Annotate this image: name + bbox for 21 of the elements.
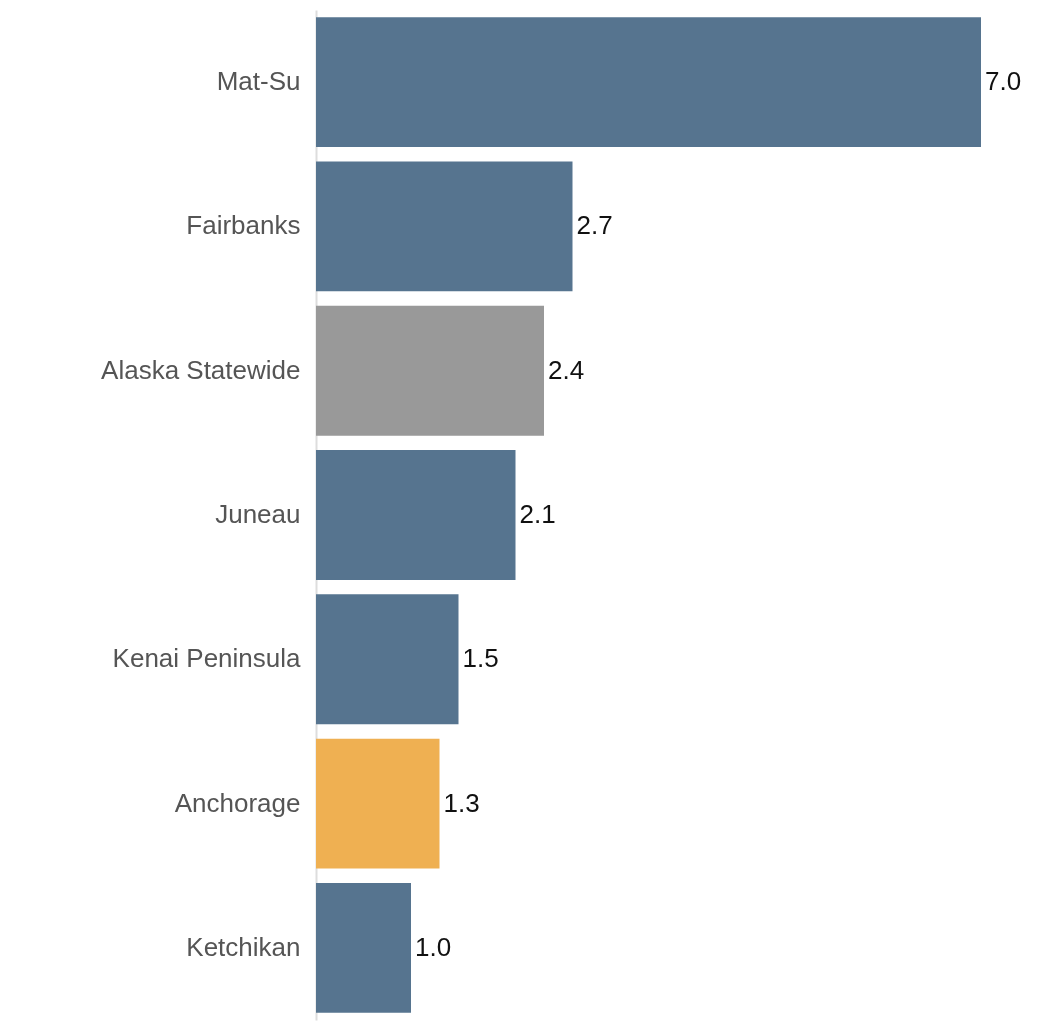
bar: [316, 738, 440, 869]
y-tick-label: Fairbanks: [186, 210, 301, 241]
data-label: 1.5: [462, 643, 499, 674]
y-tick-label: Anchorage: [174, 787, 301, 818]
data-label: 7.0: [985, 66, 1022, 97]
y-tick-label: Mat-Su: [216, 66, 301, 97]
y-tick-label: Kenai Peninsula: [112, 643, 302, 674]
data-label: 2.7: [576, 210, 613, 241]
bar: [316, 450, 516, 580]
data-label: 2.4: [548, 354, 585, 385]
bar: [316, 161, 573, 292]
y-tick-label: Juneau: [215, 499, 301, 529]
data-label: 1.0: [415, 931, 452, 962]
bar: [316, 882, 411, 1013]
bar: [316, 305, 544, 436]
data-label: 1.3: [443, 787, 480, 818]
data-label: 2.1: [519, 499, 556, 529]
y-tick-label: Alaska Statewide: [101, 354, 301, 385]
y-tick-label: Ketchikan: [186, 931, 301, 962]
bar: [316, 594, 459, 725]
bar: [316, 17, 981, 148]
